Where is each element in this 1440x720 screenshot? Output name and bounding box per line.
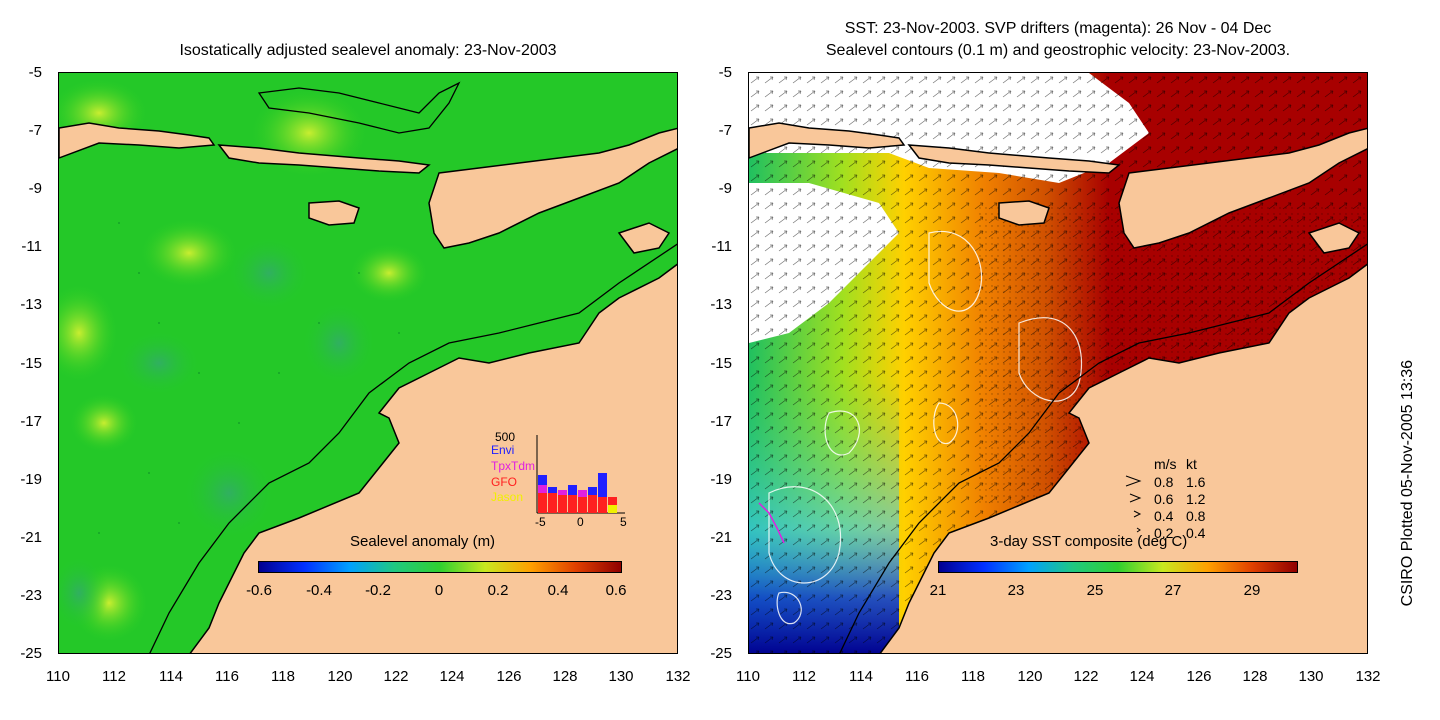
left-colorbar-tick: 0 — [434, 582, 444, 599]
left-colorbar — [258, 561, 622, 573]
left-xtick: 112 — [102, 668, 126, 685]
right-xtick: 128 — [1242, 668, 1268, 685]
velocity-legend-kt: 0.4 — [1186, 525, 1206, 541]
right-colorbar-tick: 23 — [1007, 582, 1025, 599]
right-xtick: 130 — [1298, 668, 1324, 685]
left-xtick: 128 — [552, 668, 578, 685]
left-panel-title: Isostatically adjusted sealevel anomaly:… — [179, 42, 557, 59]
left-ytick: -25 — [20, 645, 42, 662]
left-ytick: -17 — [20, 413, 42, 430]
right-xtick: 114 — [849, 668, 873, 685]
left-xtick: 120 — [327, 668, 353, 685]
left-ytick: -23 — [20, 587, 42, 604]
velocity-legend-kt: 1.6 — [1186, 474, 1206, 490]
histogram-bars — [536, 435, 625, 514]
right-colorbar — [938, 561, 1298, 573]
histogram-ymax: 500 — [495, 430, 516, 444]
velocity-legend-header-kt: kt — [1186, 456, 1197, 472]
left-ytick: -5 — [28, 64, 42, 81]
left-xtick: 114 — [159, 668, 183, 685]
left-xtick: 126 — [496, 668, 522, 685]
left-xtick: 130 — [608, 668, 634, 685]
right-xtick: 116 — [905, 668, 929, 685]
left-colorbar-tick: 0.4 — [547, 582, 569, 599]
right-ytick: -17 — [710, 413, 732, 430]
right-xtick: 124 — [1129, 668, 1155, 685]
left-colorbar-tick: -0.6 — [246, 582, 272, 599]
left-ytick: -15 — [20, 355, 42, 372]
velocity-legend-header-ms: m/s — [1154, 456, 1177, 472]
left-xtick: 124 — [439, 668, 465, 685]
left-xtick: 122 — [383, 668, 409, 685]
right-panel-title-line1: SST: 23-Nov-2003. SVP drifters (magenta)… — [844, 20, 1272, 37]
left-ytick: -13 — [20, 296, 42, 313]
right-ytick: -9 — [718, 180, 732, 197]
right-colorbar-tick: 29 — [1243, 582, 1261, 599]
right-xtick: 110 — [736, 668, 760, 685]
velocity-legend: m/s kt 0.8 1.6 0.6 1.2 0.4 0.8 0.2 0.4 — [1122, 456, 1232, 542]
histogram-legend-gfo: GFO — [491, 475, 517, 489]
right-ytick: -7 — [718, 122, 732, 139]
right-ytick: -15 — [710, 355, 732, 372]
histogram-xtick: 0 — [577, 515, 584, 529]
right-ytick: -5 — [718, 64, 732, 81]
right-ytick: -11 — [711, 238, 732, 255]
left-ytick: -7 — [28, 122, 42, 139]
right-colorbar-title: 3-day SST composite (deg C) — [990, 533, 1188, 550]
velocity-legend-ms: 0.2 — [1154, 525, 1174, 541]
right-xtick: 120 — [1017, 668, 1043, 685]
histogram-inset: 500 Envi TpxTdm GFO Jason -5 0 5 — [480, 430, 640, 535]
right-ytick: -19 — [710, 471, 732, 488]
histogram-xtick: -5 — [535, 515, 546, 529]
right-xtick: 126 — [1186, 668, 1212, 685]
left-colorbar-tick: 0.6 — [605, 582, 627, 599]
right-colorbar-tick: 21 — [929, 582, 947, 599]
left-xtick: 110 — [46, 668, 70, 685]
left-ytick: -11 — [21, 238, 42, 255]
histogram-legend-jason: Jason — [491, 490, 524, 504]
histogram-xtick: 5 — [620, 515, 627, 529]
plot-credit-caption: CSIRO Plotted 05-Nov-2005 13:36 — [1399, 360, 1416, 607]
right-ytick: -13 — [710, 296, 732, 313]
right-colorbar-tick: 25 — [1086, 582, 1104, 599]
right-ytick: -21 — [710, 529, 732, 546]
left-ytick: -19 — [20, 471, 42, 488]
right-ytick: -25 — [710, 645, 732, 662]
left-colorbar-tick: -0.2 — [365, 582, 391, 599]
left-ytick: -9 — [28, 180, 42, 197]
velocity-legend-ms: 0.4 — [1154, 508, 1174, 524]
left-colorbar-title: Sealevel anomaly (m) — [350, 533, 496, 550]
right-panel-title-line2: Sealevel contours (0.1 m) and geostrophi… — [825, 42, 1291, 59]
right-xtick: 132 — [1355, 668, 1381, 685]
sealevel-map-graphic — [59, 73, 677, 653]
left-xtick: 116 — [215, 668, 239, 685]
sst-map — [748, 72, 1368, 654]
left-colorbar-tick: -0.4 — [306, 582, 332, 599]
right-colorbar-tick: 27 — [1164, 582, 1182, 599]
right-xtick: 118 — [961, 668, 985, 685]
velocity-legend-arrows — [1125, 475, 1142, 533]
left-ytick: -21 — [20, 529, 42, 546]
velocity-legend-ms: 0.6 — [1154, 491, 1174, 507]
velocity-legend-kt: 0.8 — [1186, 508, 1206, 524]
left-xtick: 132 — [665, 668, 691, 685]
right-xtick: 112 — [792, 668, 816, 685]
left-colorbar-tick: 0.2 — [487, 582, 509, 599]
sst-map-graphic — [749, 73, 1367, 653]
histogram-legend-envi: Envi — [491, 443, 515, 457]
right-xtick: 122 — [1073, 668, 1099, 685]
velocity-legend-kt: 1.2 — [1186, 491, 1206, 507]
right-ytick: -23 — [710, 587, 732, 604]
left-xtick: 118 — [271, 668, 295, 685]
sealevel-anomaly-map — [58, 72, 678, 654]
histogram-legend-tpxtdm: TpxTdm — [491, 459, 536, 473]
velocity-legend-ms: 0.8 — [1154, 474, 1174, 490]
